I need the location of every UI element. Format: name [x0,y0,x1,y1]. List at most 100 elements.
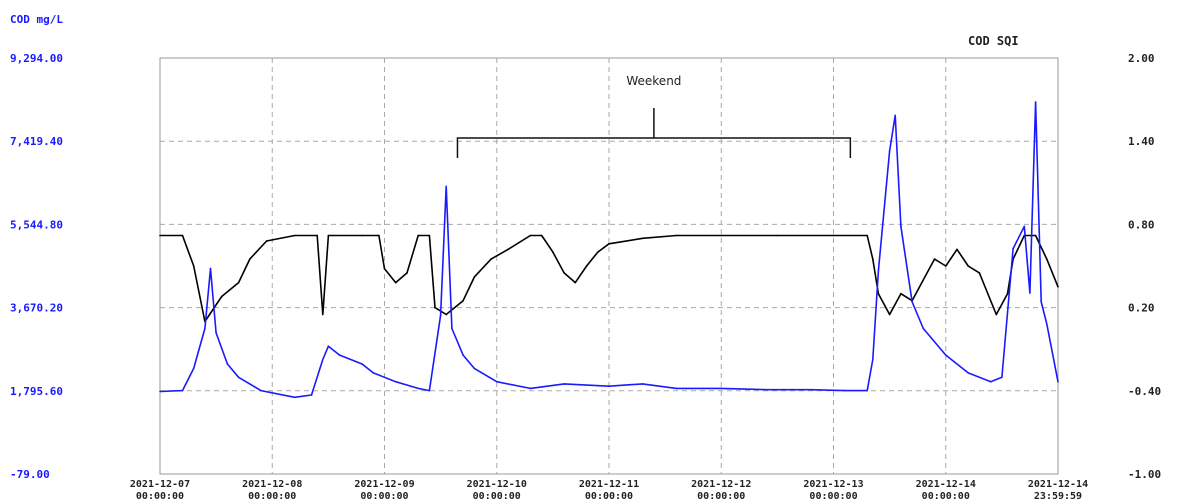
sqi-point [900,292,902,295]
sqi-point [933,258,936,260]
sqi-point [529,234,532,237]
sqi-point [249,258,251,260]
cod-point [327,345,330,348]
cod-point [237,376,240,379]
cod-point [181,389,184,392]
x-ticks: 2021-12-0700:00:002021-12-0800:00:002021… [130,479,1088,502]
sqi-point [675,234,678,237]
cod-point [641,383,644,385]
sqi-point [428,234,431,237]
x-tick-time: 00:00:00 [585,491,633,502]
cod-point [496,380,498,383]
cod-point [293,396,296,399]
cod-point [608,385,610,388]
x-tick-date: 2021-12-13 [803,479,863,490]
cod-point [877,270,880,272]
cod-point [872,358,874,361]
x-tick-time: 00:00:00 [473,491,521,502]
x-tick-time: 00:00:00 [248,491,296,502]
cod-point [215,332,217,334]
sqi-point [378,234,380,237]
sqi-point [922,279,925,281]
sqi-point [888,313,891,316]
cod-point [1029,292,1031,294]
cod-point [372,372,375,374]
sqi-point [563,272,565,274]
sqi-point [574,281,577,284]
cod-point [361,363,363,365]
sqi-point [585,265,588,267]
sqi-point [445,313,448,316]
cod-point [720,387,723,390]
sqi-point [490,258,492,260]
y-left-tick-label: 3,670.20 [10,302,63,315]
sqi-point [978,272,981,274]
sqi-point [1057,286,1059,288]
cod-point [1046,323,1048,325]
sqi-point [641,237,644,240]
cod-point [192,367,195,370]
sqi-point [507,248,509,251]
cod-point [1057,380,1059,383]
y-left-tick-label: 9,294.00 [10,52,63,65]
x-tick-date: 2021-12-08 [242,479,302,490]
cod-point [338,354,341,356]
cod-point [310,394,313,396]
cod-point [204,327,206,330]
sqi-point [462,299,464,302]
y-right-ticks: 2.00 1.40 0.80 0.20 -0.40 -1.00 [1128,52,1161,481]
y-right-tick-label: 2.00 [1128,52,1155,65]
x-tick-date: 2021-12-11 [579,479,639,490]
cod-point [843,389,846,392]
cod-point [1040,301,1042,303]
x-tick-time: 00:00:00 [697,491,745,502]
y-right-tick-label: 1.40 [1128,135,1155,148]
y-left-tick-label: 1,795.60 [10,385,63,398]
cod-point [911,301,913,303]
x-tick-date: 2021-12-07 [130,479,190,490]
cod-point [888,150,891,152]
cod-point [675,387,678,390]
cod-point [866,389,868,392]
y-right-tick-label: -1.00 [1128,468,1161,481]
x-tick-time: 00:00:00 [136,491,184,502]
cod-point [451,327,453,330]
cod-point [1001,376,1003,379]
sqi-point [540,234,543,237]
sqi-point [872,258,874,260]
cod-point [322,358,324,361]
y-right-axis-label: COD SQI [968,34,1019,48]
sqi-point [322,313,324,316]
sqi-point [608,243,610,245]
cod-point [529,387,532,390]
sqi-point [866,234,868,237]
y-left-tick-label: 7,419.40 [10,135,63,148]
x-tick-time: 00:00:00 [360,491,408,502]
weekend-annotation: Weekend [456,74,852,158]
weekend-label: Weekend [626,74,681,88]
sqi-point [361,234,363,237]
sqi-point [293,234,296,237]
sqi-point [473,276,476,278]
sqi-point [316,234,319,237]
x-tick-date: 2021-12-14 [1028,479,1088,490]
sqi-point [159,234,161,237]
cod-point [1023,225,1026,228]
series-group [159,101,1059,399]
sqi-point [1034,234,1037,237]
cod-point [462,354,464,356]
sqi-point [394,281,397,284]
y-left-tick-label: -79.00 [10,468,50,481]
sqi-point [406,272,408,274]
sqi-point [383,268,386,270]
y-left-axis-label: COD mg/L [10,13,63,26]
cod-point [765,388,767,391]
sqi-point [1046,258,1048,260]
cod-point [810,388,812,391]
sqi-point [995,313,998,316]
sqi-point [192,265,195,267]
sqi-point [776,234,779,237]
sqi-point [327,234,330,237]
x-tick-date: 2021-12-12 [691,479,751,490]
x-tick-date: 2021-12-14 [916,479,976,490]
